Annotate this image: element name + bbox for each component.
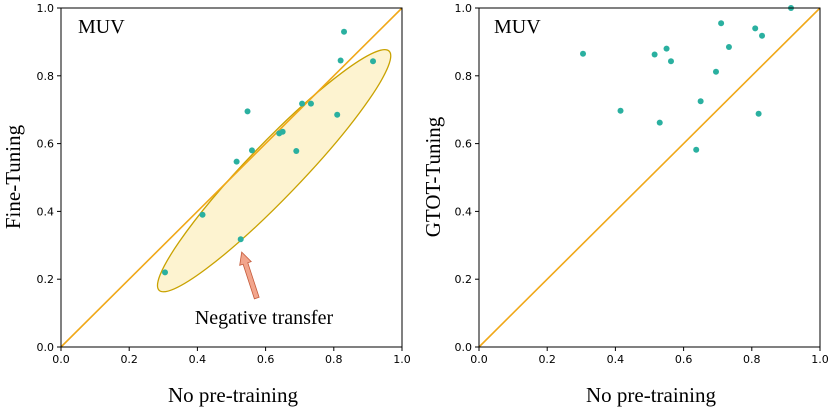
left-chart-panel: 0.0 0.2 0.4 0.6 0.8 1.0 0.0 0.2 0.4 0.6 0.8 1.0 MUV… — [1, 2, 411, 407]
data-point — [651, 51, 658, 58]
left-x-axis-label: No pre-training — [168, 383, 299, 407]
data-point — [199, 211, 206, 218]
y-tick-label: 0.2 — [455, 273, 473, 286]
data-point — [725, 43, 732, 50]
x-tick-label: 0.4 — [607, 353, 625, 366]
right-data-points — [580, 5, 795, 153]
y-tick-label: 0.2 — [37, 273, 55, 286]
right-y-axis-label: GTOT-Tuning — [421, 116, 445, 237]
data-point — [293, 148, 300, 155]
x-tick-label: 0.8 — [743, 353, 761, 366]
x-tick-label: 0.2 — [538, 353, 556, 366]
data-point — [718, 20, 725, 27]
y-tick-label: 0.0 — [455, 341, 473, 354]
data-point — [697, 98, 704, 105]
data-point — [162, 269, 169, 276]
y-tick-label: 0.8 — [455, 70, 473, 83]
data-point — [341, 28, 348, 35]
y-tick-label: 0.4 — [455, 205, 473, 218]
y-tick-label: 0.4 — [37, 205, 55, 218]
data-point — [233, 158, 240, 165]
x-tick-label: 0.6 — [675, 353, 693, 366]
y-tick-label: 0.6 — [455, 138, 473, 151]
data-point — [693, 146, 700, 153]
data-point — [248, 147, 255, 154]
y-tick-label: 0.6 — [37, 138, 55, 151]
data-point — [656, 119, 663, 126]
negative-transfer-annotation: Negative transfer — [195, 307, 334, 329]
data-point — [759, 32, 766, 39]
plot-frame — [478, 7, 821, 348]
data-point — [712, 68, 719, 75]
x-tick-label: 0.4 — [189, 353, 207, 366]
x-tick-label: 0.2 — [120, 353, 138, 366]
x-tick-label: 0.0 — [470, 353, 488, 366]
data-point — [337, 57, 344, 64]
diagonal-reference-line — [478, 7, 821, 348]
data-point — [755, 110, 762, 117]
x-tick-label: 1.0 — [811, 353, 829, 366]
right-chart-panel: 0.0 0.2 0.4 0.6 0.8 1.0 0.0 0.2 0.4 0.6 0.8 1.0 MUV… — [421, 2, 829, 407]
data-point — [667, 58, 674, 65]
data-point — [663, 45, 670, 52]
data-point — [299, 100, 306, 107]
left-inset-label: MUV — [78, 16, 125, 38]
data-point — [580, 50, 587, 57]
negative-transfer-arrow — [239, 251, 260, 300]
x-tick-label: 0.0 — [52, 353, 70, 366]
data-point — [307, 100, 314, 107]
data-point — [237, 236, 244, 243]
left-y-axis-label: Fine-Tuning — [1, 124, 25, 229]
data-point — [279, 128, 286, 135]
right-inset-label: MUV — [494, 16, 541, 38]
x-tick-label: 0.6 — [257, 353, 275, 366]
data-point — [370, 58, 377, 65]
data-point — [334, 111, 341, 118]
y-tick-label: 0.8 — [37, 70, 55, 83]
plot-frame — [60, 7, 403, 348]
data-point — [617, 107, 624, 114]
negative-transfer-ellipse — [156, 49, 392, 293]
y-tick-label: 1.0 — [455, 2, 473, 15]
data-point — [244, 108, 251, 115]
x-tick-label: 1.0 — [393, 353, 411, 366]
y-tick-label: 1.0 — [37, 2, 55, 15]
data-point — [752, 25, 759, 32]
x-tick-label: 0.8 — [325, 353, 343, 366]
y-tick-label: 0.0 — [37, 341, 55, 354]
diagonal-reference-line — [60, 7, 403, 348]
right-x-axis-label: No pre-training — [586, 383, 717, 407]
left-data-points — [162, 28, 377, 276]
